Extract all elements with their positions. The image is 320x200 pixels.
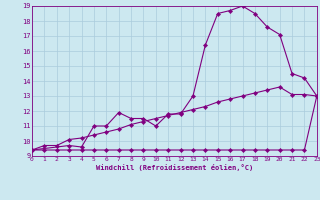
X-axis label: Windchill (Refroidissement éolien,°C): Windchill (Refroidissement éolien,°C) (96, 164, 253, 171)
